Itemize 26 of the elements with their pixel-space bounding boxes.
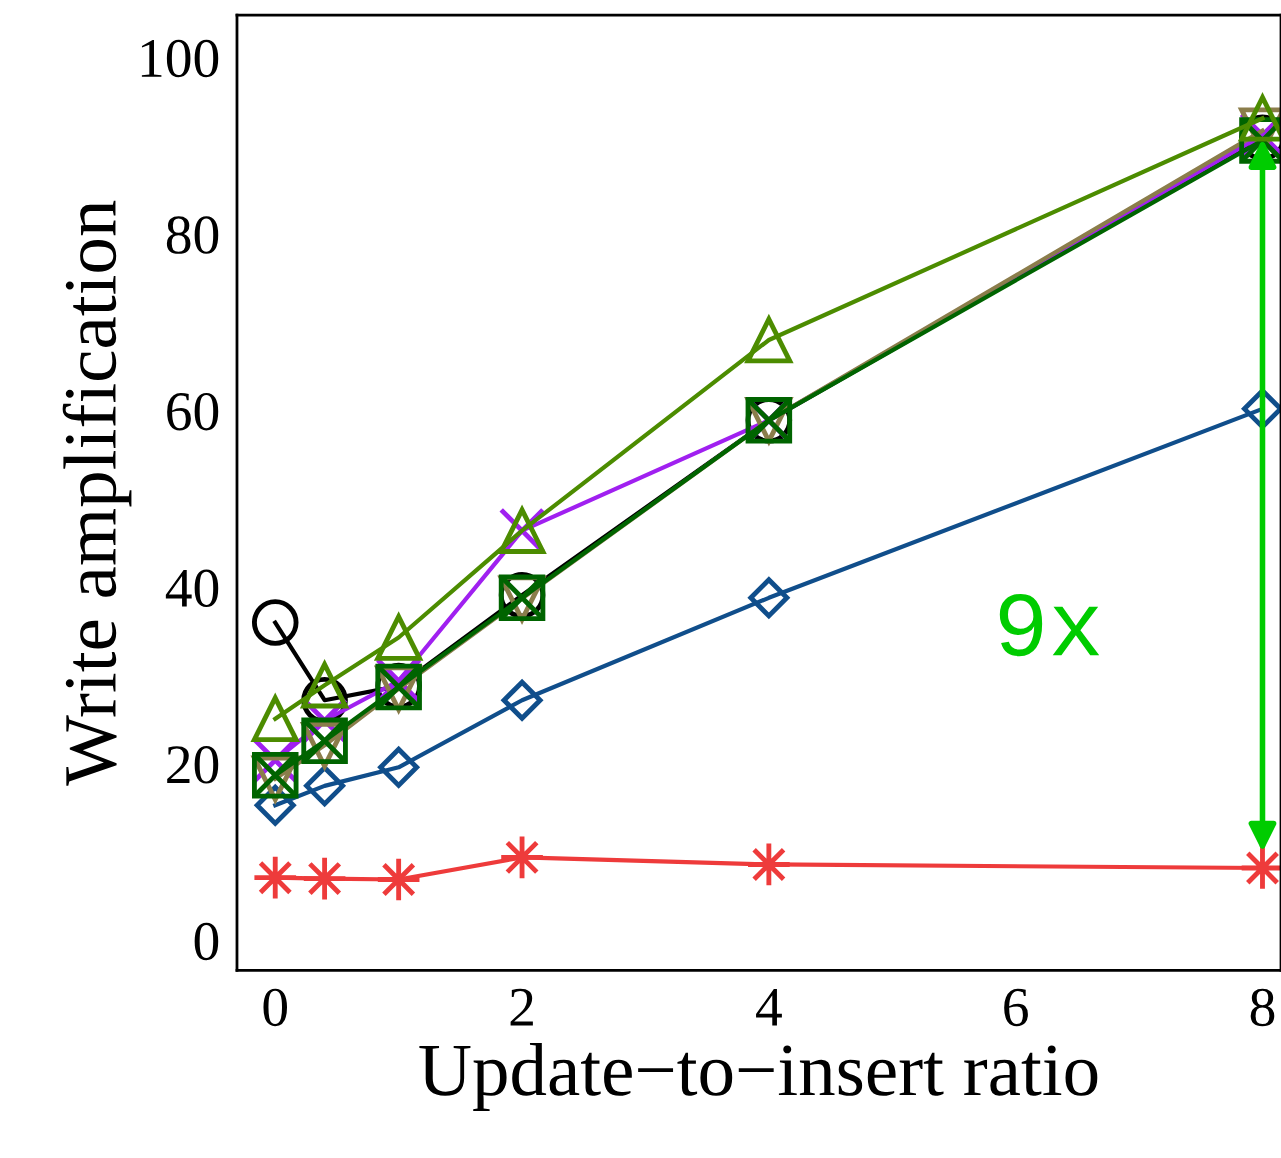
point xyxy=(498,834,546,881)
point xyxy=(304,765,346,807)
point xyxy=(501,679,543,721)
point xyxy=(375,856,422,903)
y-tick-label: 80 xyxy=(166,216,219,254)
y-tick-label: 40 xyxy=(165,569,219,608)
x-tick-label: 2 xyxy=(510,988,533,1026)
x-tick-label: 8 xyxy=(1250,988,1275,1027)
point xyxy=(378,746,420,788)
point xyxy=(301,855,348,902)
y-tick-label: 0 xyxy=(194,922,219,961)
point xyxy=(300,659,350,709)
x-tick-label: 6 xyxy=(1004,988,1028,1027)
y-tick-label: 60 xyxy=(167,392,219,431)
point xyxy=(251,854,299,901)
point xyxy=(748,577,790,619)
x-axis-title: Update−to−insert ratio xyxy=(419,1043,1098,1112)
point xyxy=(251,752,299,799)
annotation: 9x xyxy=(999,593,1100,657)
point xyxy=(251,599,299,646)
y-axis-title: Write amplification xyxy=(62,200,132,786)
x-tick-label: 4 xyxy=(756,989,782,1026)
x-tick-label: 0 xyxy=(263,988,288,1027)
point xyxy=(745,841,793,888)
y-tick-label: 20 xyxy=(167,746,219,784)
y-tick-label: 100 xyxy=(141,39,219,78)
